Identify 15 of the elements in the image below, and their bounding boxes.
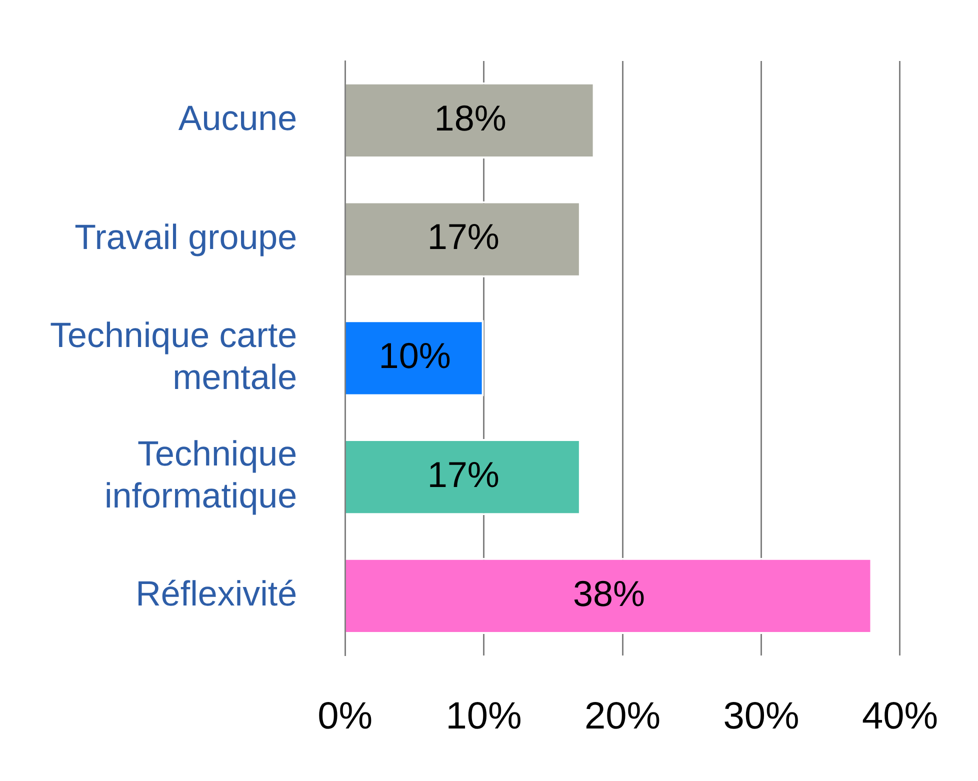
data-label: 17% [427, 454, 500, 495]
x-tick-label: 40% [862, 696, 938, 738]
y-tick-label: Réflexivité [136, 574, 298, 614]
data-label: 17% [427, 216, 500, 258]
x-tick-label: 30% [723, 696, 800, 738]
y-tick-label: Technique informatique [104, 434, 298, 516]
y-tick-label: Aucune [178, 99, 298, 138]
x-tick-label: 20% [584, 696, 661, 738]
x-tick-label: 10% [446, 696, 522, 738]
data-label: 18% [434, 97, 506, 138]
data-label: 38% [573, 572, 646, 614]
data-label: 10% [378, 335, 451, 376]
x-tick-label: 0% [318, 696, 373, 738]
y-tick-label: Technique carte mentale [50, 316, 298, 397]
y-tick-label: Travail groupe [74, 218, 298, 257]
